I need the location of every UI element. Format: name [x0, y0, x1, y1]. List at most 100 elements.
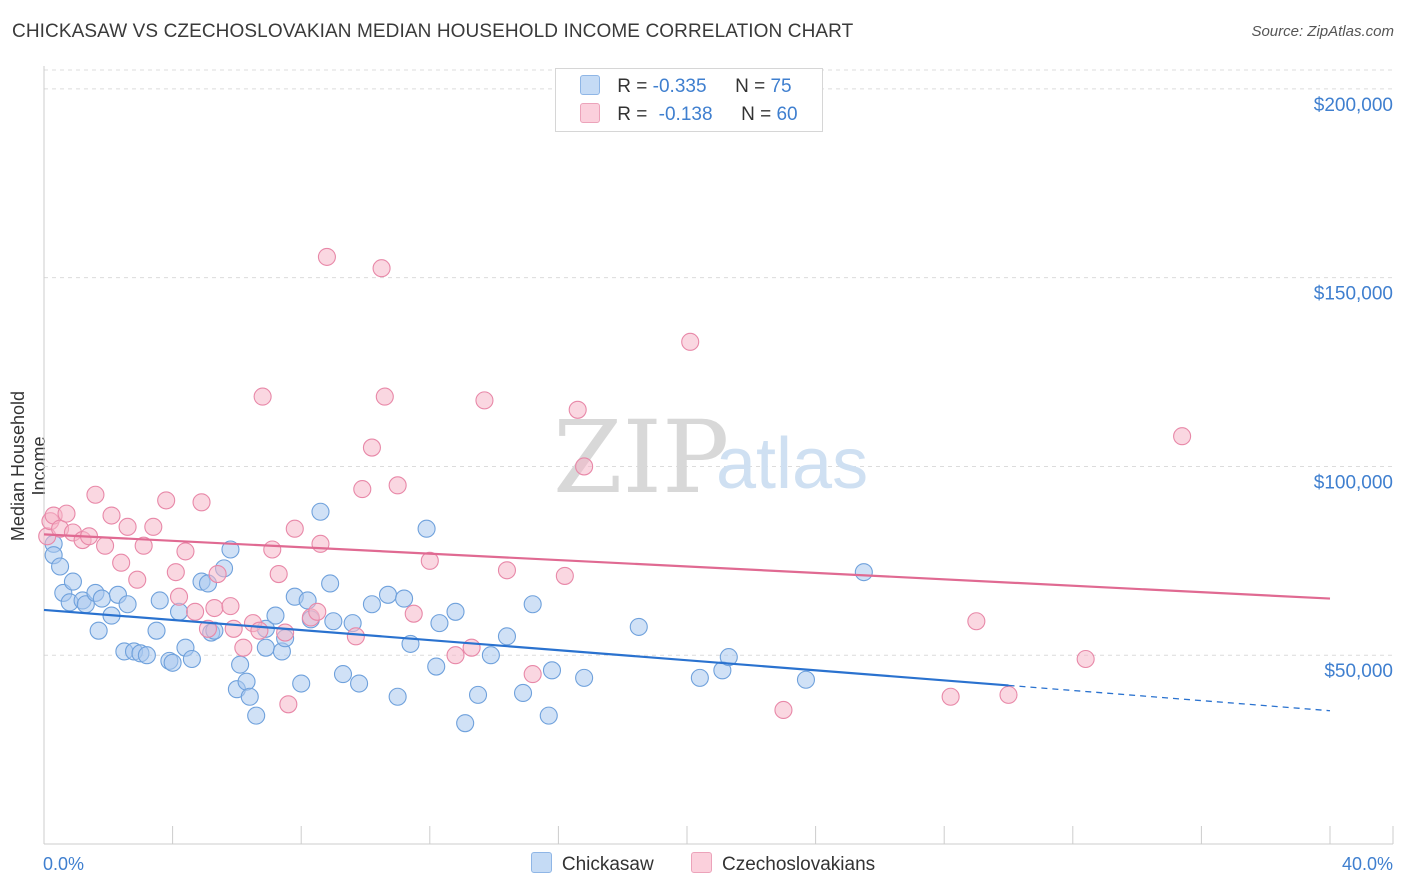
chickasaw-point	[92, 589, 111, 608]
czechoslovakians-point	[234, 638, 253, 657]
chickasaw-point	[446, 602, 465, 621]
czechoslovakians-point	[353, 480, 372, 499]
y-tick-label: $150,000	[1314, 284, 1393, 305]
czechoslovakians-point	[192, 493, 211, 512]
chickasaw-point	[150, 591, 169, 610]
czechoslovakians-point	[555, 566, 574, 585]
czechoslovakians-point	[420, 551, 439, 570]
czechoslovakians-point	[346, 627, 365, 646]
chickasaw-point	[513, 683, 533, 703]
y-tick-label: $100,000	[1314, 472, 1393, 493]
czechoslovakians-point	[575, 457, 594, 476]
czechoslovakians-point	[205, 598, 224, 618]
czechoslovakians-point	[96, 536, 115, 555]
czechoslovakians-point	[285, 519, 304, 538]
czechoslovakians-point	[375, 387, 394, 406]
chickasaw-point	[430, 614, 449, 633]
czechoslovakians-point	[208, 564, 227, 584]
czechoslovakians-point	[475, 391, 494, 410]
legend-swatch-czechoslovakians	[691, 852, 712, 873]
chickasaw-point	[333, 665, 353, 684]
legend-r-value: -0.138	[658, 104, 713, 125]
chickasaw-point	[481, 646, 500, 665]
chickasaw-point	[292, 674, 311, 693]
czechoslovakians-point	[1076, 649, 1095, 669]
chickasaw-point	[240, 687, 259, 706]
chickasaw-trend-line	[43, 608, 1009, 687]
czechoslovakians-point	[279, 695, 298, 714]
czechoslovakians-point	[102, 506, 121, 525]
y-tick-label: $50,000	[1324, 661, 1393, 682]
chickasaw-point	[427, 657, 446, 676]
chickasaw-point	[796, 670, 816, 689]
czechoslovakians-point	[128, 570, 147, 589]
chickasaw-point	[854, 563, 873, 582]
legend-row-chickasaw: R = -0.335 N = 75	[580, 75, 792, 103]
chickasaw-point	[542, 661, 562, 680]
legend-n-label: N =	[735, 76, 771, 97]
czechoslovakians-point	[774, 700, 793, 720]
czechoslovakians-point	[523, 665, 542, 684]
x-tick-label-min: 0.0%	[43, 854, 84, 874]
chickasaw-point	[378, 585, 398, 604]
chickasaw-point	[362, 595, 381, 614]
chickasaw-point	[89, 621, 108, 640]
x-tick-label-max: 40.0%	[1342, 854, 1393, 874]
chickasaw-point	[221, 540, 240, 559]
chickasaw-point	[497, 627, 517, 646]
chickasaw-point	[182, 649, 201, 669]
chickasaw-point	[118, 595, 137, 614]
legend-swatch-chickasaw	[580, 75, 600, 95]
chickasaw-point	[247, 706, 266, 725]
czechoslovakians-point	[276, 623, 295, 642]
chickasaw-point	[456, 714, 475, 733]
czechoslovakians-point	[497, 561, 517, 580]
chickasaw-point	[719, 648, 738, 667]
legend-item-czechoslovakians[interactable]: Czechoslovakians	[691, 852, 875, 876]
czechoslovakians-point	[86, 485, 105, 504]
chickasaw-point	[468, 685, 488, 704]
chickasaw-point	[51, 557, 70, 576]
legend-swatch-chickasaw	[530, 852, 552, 873]
chickasaw-point	[417, 519, 436, 538]
czechoslovakians-point	[404, 604, 423, 623]
chickasaw-point	[575, 668, 594, 687]
legend-item-chickasaw[interactable]: Chickasaw	[530, 852, 654, 876]
chickasaw-trend-extension	[1008, 684, 1331, 712]
chickasaw-point	[63, 572, 82, 591]
czechoslovakians-point	[263, 540, 282, 559]
trend-lines	[43, 533, 1331, 712]
legend-row-czechoslovakians: R = -0.138 N = 60	[580, 103, 798, 131]
czechoslovakians-point	[250, 621, 269, 640]
czechoslovakians-point	[372, 259, 391, 278]
czechoslovakians-point	[462, 638, 481, 657]
czechoslovakians-point	[999, 685, 1018, 704]
czechoslovakians-point	[118, 517, 137, 536]
czechoslovakians-point	[1173, 427, 1192, 446]
czechoslovakians-point	[941, 687, 960, 706]
chickasaw-point	[311, 502, 330, 521]
czechoslovakians-point	[186, 602, 205, 621]
chickasaw-point	[388, 687, 407, 706]
czechoslovakians-point	[176, 542, 195, 561]
czechoslovakians-point	[967, 612, 986, 631]
chickasaw-point	[539, 706, 558, 725]
chickasaw-point	[629, 617, 648, 636]
legend-label-czechoslovakians: Czechoslovakians	[722, 854, 876, 875]
chickasaw-point	[523, 595, 542, 614]
chickasaw-point	[163, 653, 182, 672]
czechoslovakians-point	[166, 563, 185, 582]
chickasaw-point	[350, 674, 369, 693]
legend-swatch-czechoslovakians	[580, 103, 600, 123]
czechoslovakians-point	[388, 476, 407, 495]
legend-n-value: 60	[776, 104, 798, 125]
czechoslovakians-point	[112, 553, 131, 572]
czechoslovakians-point	[169, 587, 189, 606]
czechoslovakians-point	[134, 536, 153, 555]
chickasaw-point	[231, 655, 250, 674]
chickasaw-point	[266, 606, 285, 625]
y-tick-label: $200,000	[1314, 95, 1393, 116]
data-points	[38, 247, 1192, 733]
czechoslovakians-point	[253, 387, 272, 406]
